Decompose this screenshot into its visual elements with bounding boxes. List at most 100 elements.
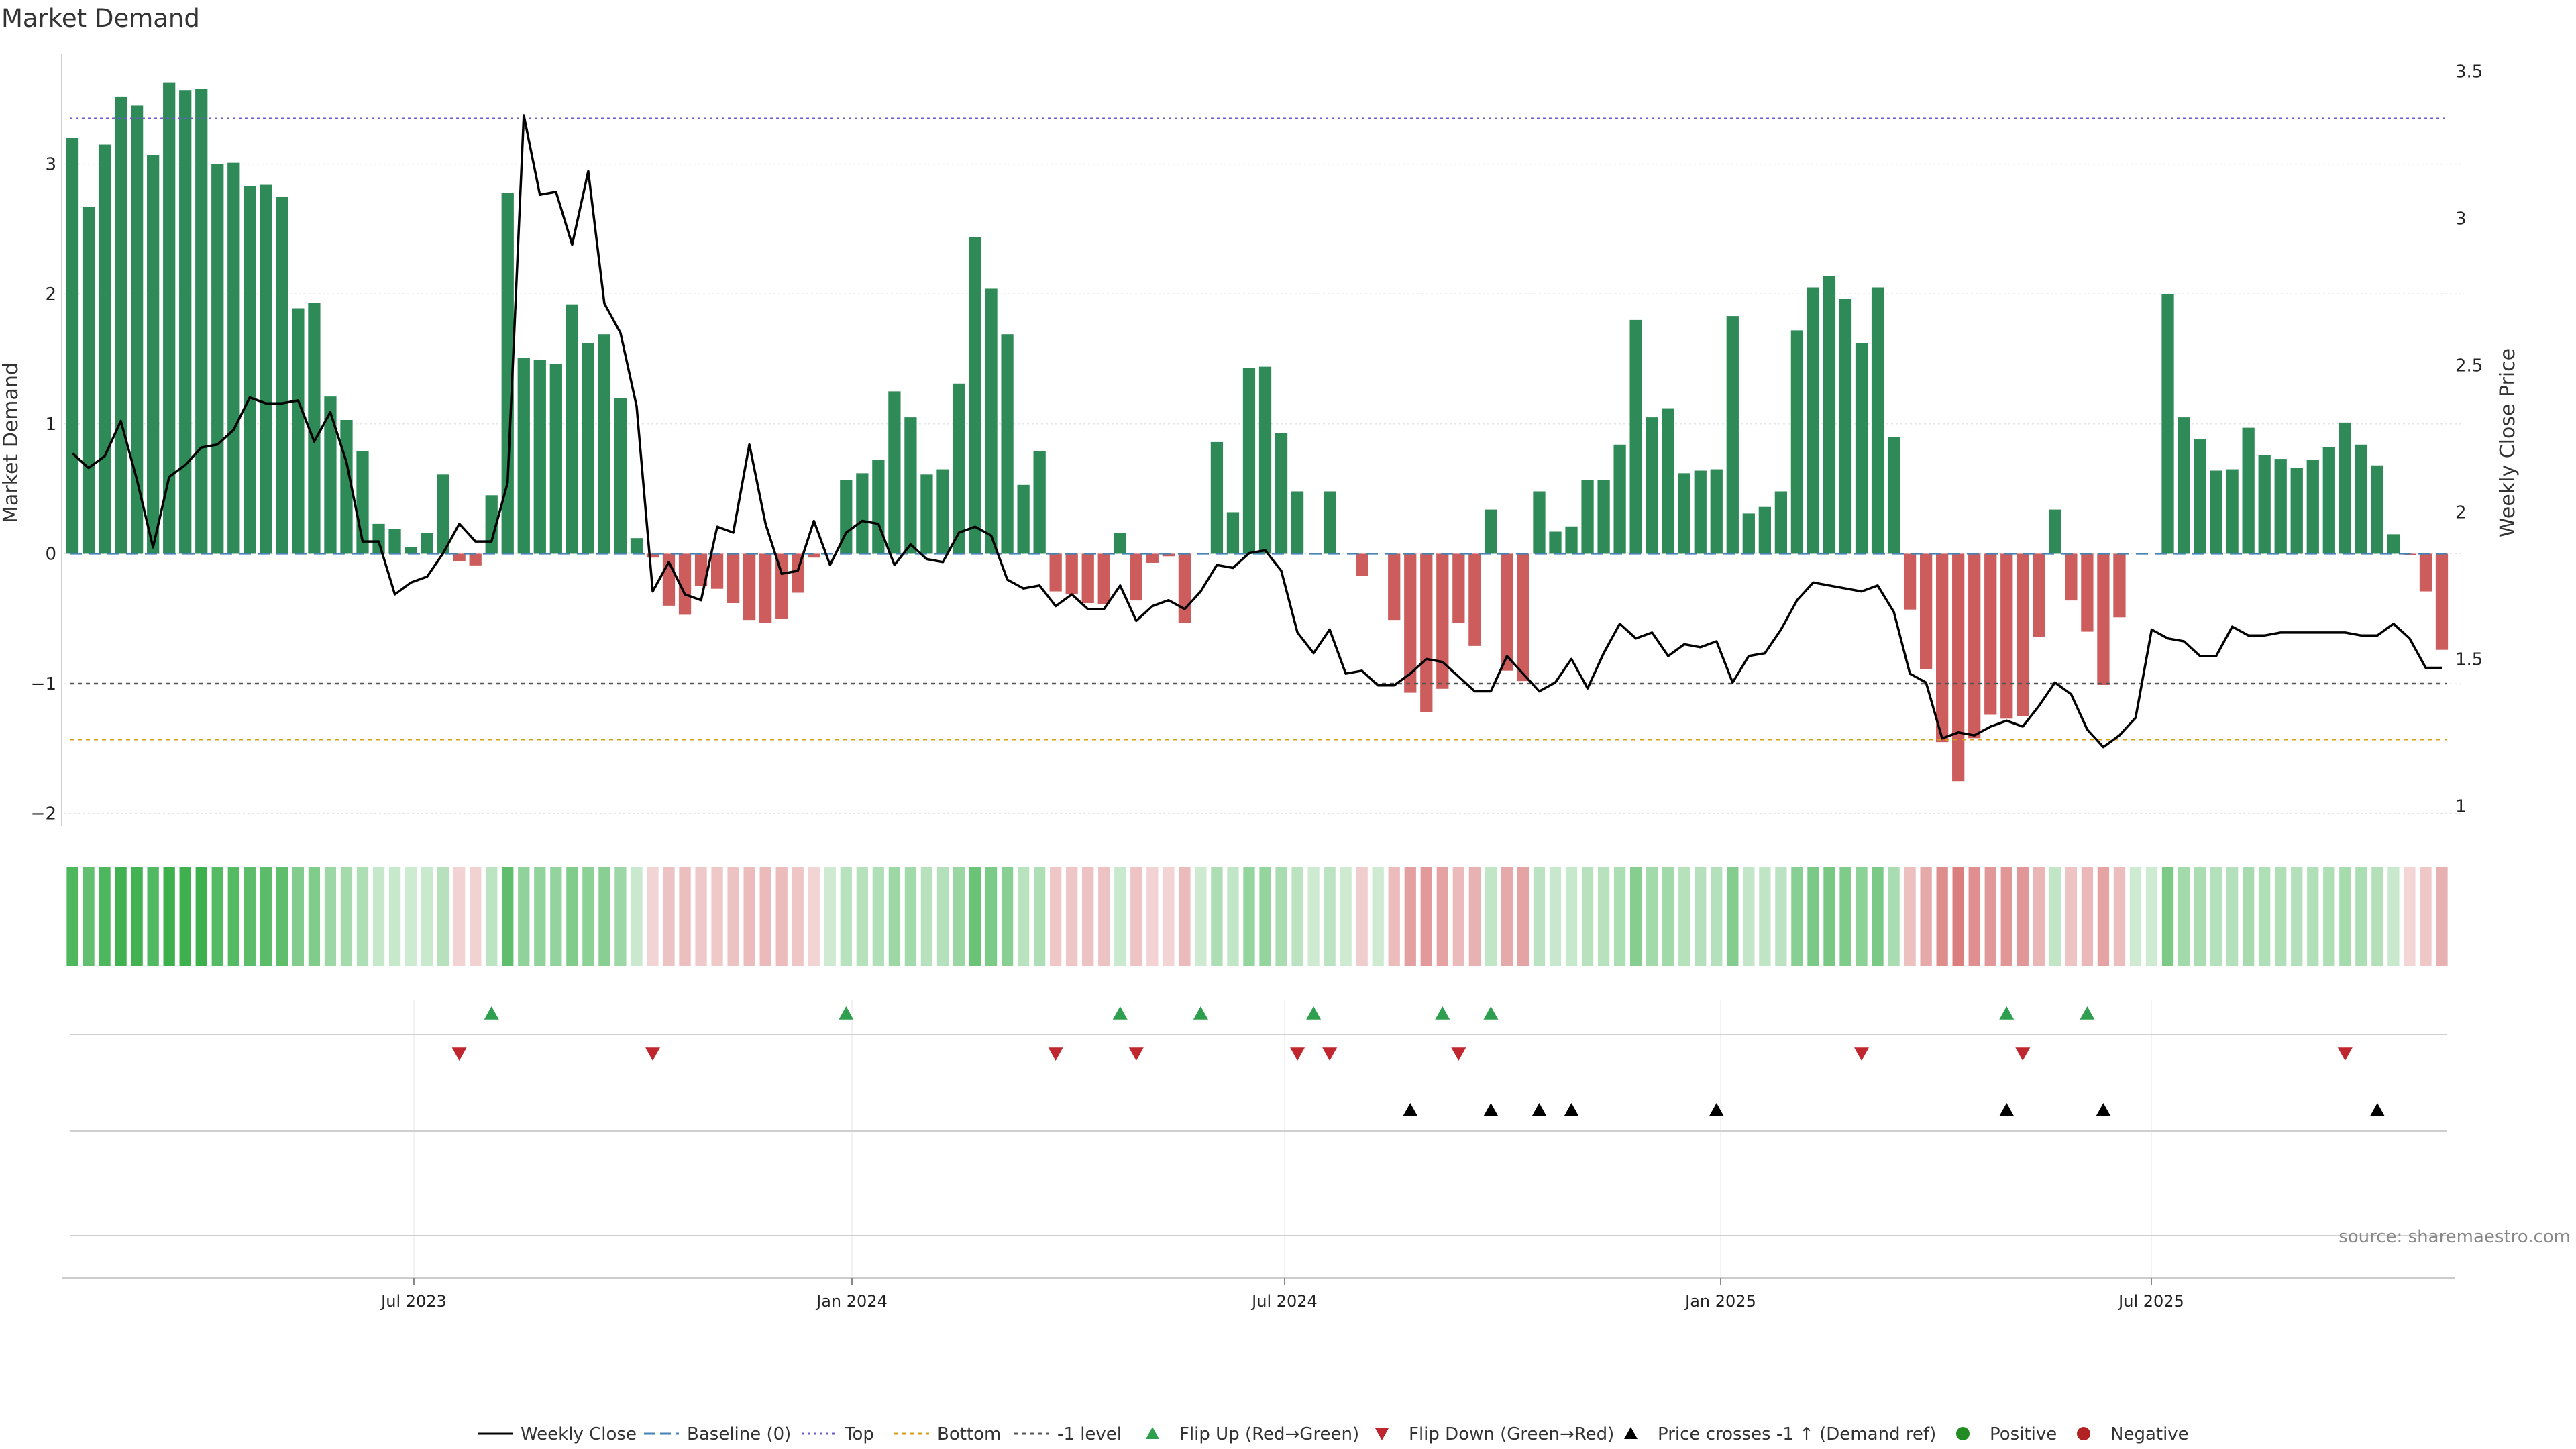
- positive-bar: [1549, 531, 1562, 554]
- heat-cell: [260, 867, 272, 966]
- negative-bar: [1130, 553, 1142, 601]
- heat-cell: [1888, 867, 1900, 966]
- negative-bar: [1436, 553, 1449, 689]
- heat-cell: [598, 867, 610, 966]
- positive-bar: [533, 360, 546, 554]
- positive-bar: [1807, 287, 1820, 554]
- heat-cell: [2194, 867, 2206, 966]
- flip-up-marker: [1112, 1006, 1128, 1020]
- negative-bar: [1468, 553, 1481, 646]
- heat-cell: [1775, 867, 1787, 966]
- heat-cell: [1001, 867, 1014, 966]
- heat-cell: [920, 867, 933, 966]
- heat-cell: [1130, 867, 1142, 966]
- heat-cell: [1211, 867, 1223, 966]
- heat-cell: [904, 867, 917, 966]
- heat-cell: [1952, 867, 1964, 966]
- chart-title: Market Demand: [1, 4, 200, 33]
- positive-bar: [1839, 299, 1852, 554]
- heat-cell: [99, 867, 111, 966]
- x-tick-label: Jul 2024: [1250, 1292, 1318, 1311]
- negative-bar: [469, 553, 482, 566]
- heat-cell: [663, 867, 675, 966]
- heat-cell: [115, 867, 127, 966]
- heat-cell: [2178, 867, 2190, 966]
- negative-bar: [1097, 553, 1110, 604]
- negative-bar: [1968, 553, 1981, 739]
- heat-cell: [1340, 867, 1352, 966]
- positive-bar: [82, 207, 95, 554]
- x-tick-label: Jan 2024: [815, 1292, 888, 1311]
- heat-cell: [1984, 867, 1996, 966]
- negative-bar: [1049, 553, 1062, 592]
- heat-cell: [1743, 867, 1755, 966]
- heat-cell: [1904, 867, 1916, 966]
- heat-cell: [2049, 867, 2061, 966]
- heat-cell: [840, 867, 852, 966]
- positive-bar: [1646, 417, 1658, 554]
- heat-cell: [2033, 867, 2045, 966]
- heat-cell: [1404, 867, 1416, 966]
- positive-bar: [549, 364, 562, 554]
- heat-cell: [695, 867, 707, 966]
- heat-cell: [1452, 867, 1464, 966]
- y-tick-label: −1: [31, 674, 56, 694]
- negative-bar: [1081, 553, 1094, 603]
- heat-cell: [582, 867, 594, 966]
- flip-down-marker: [1451, 1047, 1466, 1061]
- heat-cell: [1195, 867, 1207, 966]
- legend-label: Negative: [2110, 1424, 2189, 1444]
- positive-bar: [2322, 447, 2335, 554]
- heat-cell: [2017, 867, 2029, 966]
- positive-bar: [1210, 441, 1224, 554]
- positive-bar: [920, 474, 933, 554]
- negative-bar: [1919, 553, 1933, 669]
- heat-cell: [66, 867, 78, 966]
- y-tick-label: 3: [45, 155, 56, 175]
- heat-cell: [244, 867, 256, 966]
- positive-bar: [1823, 276, 1836, 554]
- weekly-close-line: [71, 114, 2442, 749]
- heat-cell: [1291, 867, 1303, 966]
- heat-cell: [2259, 867, 2271, 966]
- flip-down-marker: [1048, 1047, 1063, 1061]
- heat-cell: [1565, 867, 1578, 966]
- negative-bar: [1162, 553, 1175, 557]
- heat-cell: [2371, 867, 2383, 966]
- heat-cell: [453, 867, 466, 966]
- positive-bar: [1033, 451, 1046, 554]
- heat-cell: [470, 867, 482, 966]
- positive-bar: [598, 334, 611, 554]
- positive-bar: [1114, 533, 1126, 554]
- negative-bar: [1517, 553, 1529, 682]
- heat-cell: [1711, 867, 1723, 966]
- positive-bar: [421, 533, 433, 554]
- negative-bar: [678, 553, 692, 615]
- positive-bar: [276, 196, 288, 554]
- heat-cell: [2307, 867, 2319, 966]
- heat-cell: [1098, 867, 1110, 966]
- heat-cell: [2323, 867, 2335, 966]
- heat-cell: [2226, 867, 2239, 966]
- heat-cell: [614, 867, 627, 966]
- flip-down-marker: [1322, 1047, 1338, 1061]
- flip-up-marker: [839, 1006, 854, 1020]
- heat-cell: [775, 867, 788, 966]
- negative-bar: [1388, 553, 1401, 621]
- heat-cell: [1420, 867, 1432, 966]
- axes: −2 −1 0 1 2 3 1 1.5 2 2.5 3 3.5 Jul 2023 Jan 2024 Jul …: [31, 54, 2483, 1311]
- y2-tick-label: 1: [2455, 796, 2467, 816]
- price-cross-marker: [1532, 1103, 1547, 1116]
- legend-swatch: [1146, 1427, 1159, 1439]
- negative-bar: [453, 553, 466, 562]
- y2-tick-label: 3: [2455, 209, 2467, 229]
- heat-cell: [195, 867, 207, 966]
- heat-cell: [2129, 867, 2142, 966]
- legend-swatch: [2077, 1427, 2090, 1440]
- heat-cell: [1501, 867, 1513, 966]
- negative-bar: [2000, 553, 2013, 719]
- positive-bar: [324, 396, 337, 554]
- heat-cell: [1936, 867, 1948, 966]
- y-tick-label: 1: [45, 415, 56, 435]
- negative-bar: [1501, 553, 1513, 671]
